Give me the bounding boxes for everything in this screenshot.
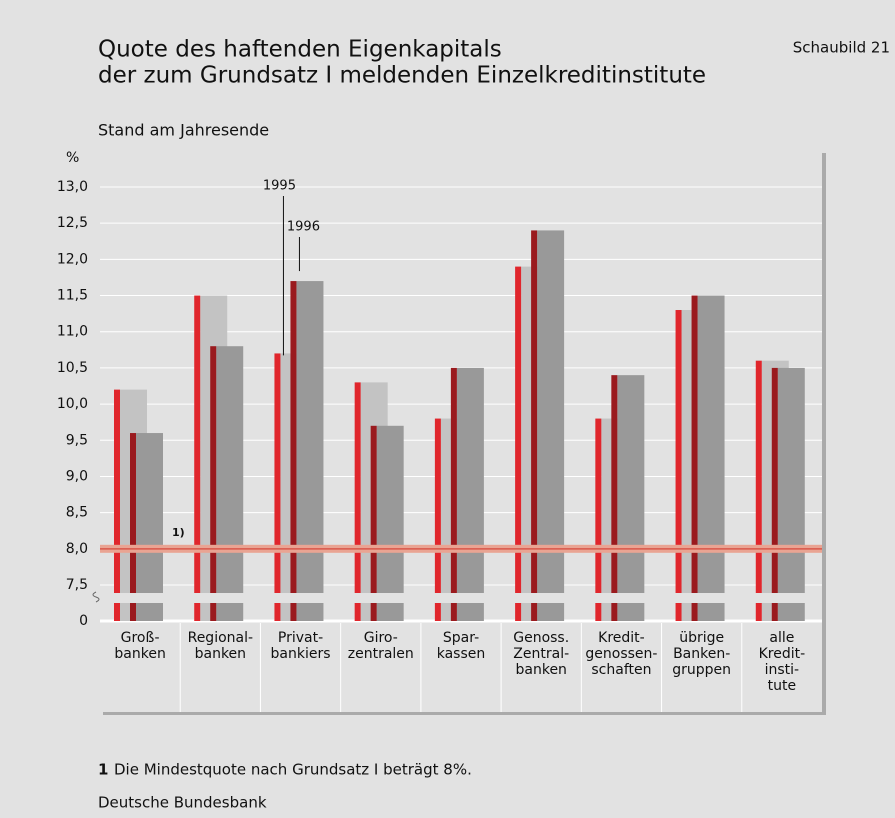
y-unit: %: [66, 150, 79, 166]
x-tick-label: Regional-: [188, 630, 253, 646]
bar: [194, 295, 201, 621]
y-tick-label: 13,0: [57, 179, 88, 195]
x-tick-label: Spar-: [443, 630, 479, 646]
x-tick-label: gruppen: [672, 662, 731, 678]
x-tick-label: zentralen: [348, 646, 414, 662]
x-tick-label: schaften: [591, 662, 651, 678]
subtitle: Stand am Jahresende: [98, 121, 269, 140]
y-tick-label: 9,5: [66, 432, 88, 448]
reference-label: 1): [172, 526, 185, 539]
bar-shadow: [777, 367, 805, 621]
y-tick-label: 9,0: [66, 468, 88, 484]
y-tick-label: 12,5: [57, 215, 88, 231]
bar: [611, 375, 618, 621]
axis-break-mark: [92, 591, 100, 603]
bar: [434, 418, 441, 621]
bar: [370, 425, 377, 621]
x-tick-label: banken: [195, 646, 246, 662]
x-tick-label: Groß-: [121, 630, 160, 646]
y-tick-label: 7,5: [66, 577, 88, 593]
bar: [531, 230, 538, 621]
x-tick-label: übrige: [679, 630, 724, 646]
x-tick-label: kassen: [437, 646, 486, 662]
x-tick-label: Genoss.: [513, 630, 569, 646]
y-tick-label: 11,0: [57, 324, 88, 340]
x-tick-label: Zentral-: [513, 646, 569, 662]
bar: [691, 295, 698, 621]
bar: [450, 367, 457, 621]
y-tick-label: 8,5: [66, 505, 88, 521]
bar: [771, 367, 778, 621]
y-tick-label: 12,0: [57, 251, 88, 267]
bar-shadow: [296, 281, 324, 621]
x-tick-label: Kredit-: [598, 630, 645, 646]
x-tick-label: Banken-: [673, 646, 730, 662]
bar: [595, 418, 602, 621]
chart-label: Schaubild 21: [793, 39, 890, 57]
footnote: Die Mindestquote nach Grundsatz I beträg…: [114, 761, 472, 779]
legend-label: 1995: [263, 179, 296, 194]
y-tick-label: 0: [79, 613, 88, 629]
bar: [130, 433, 136, 621]
y-tick-label: 8,0: [66, 541, 88, 557]
legend-label: 1996: [287, 220, 320, 235]
x-tick-label: Privat-: [278, 630, 323, 646]
y-tick-label: 10,0: [57, 396, 88, 412]
bar: [274, 353, 281, 621]
bar: [114, 389, 120, 621]
bar: [755, 360, 762, 621]
bar: [290, 281, 297, 621]
bar-shadow: [376, 425, 404, 621]
source: Deutsche Bundesbank: [98, 794, 267, 812]
x-tick-label: bankiers: [271, 646, 331, 662]
x-tick-label: insti-: [765, 662, 800, 678]
chart-title: der zum Grundsatz I meldenden Einzelkred…: [98, 63, 706, 89]
axis-break: [98, 593, 822, 603]
x-tick-label: banken: [516, 662, 567, 678]
x-tick-label: banken: [114, 646, 165, 662]
bar: [210, 346, 217, 621]
x-tick-label: alle: [769, 630, 794, 646]
y-tick-label: 10,5: [57, 360, 88, 376]
bar-shadow: [697, 295, 725, 621]
bar: [515, 266, 522, 621]
bar-shadow: [537, 230, 565, 621]
footnote-marker: 1: [98, 761, 108, 779]
bar: [354, 382, 361, 621]
x-tick-label: Giro-: [364, 630, 398, 646]
x-tick-label: tute: [768, 678, 796, 694]
bar-shadow: [216, 346, 244, 621]
x-tick-label: Kredit-: [759, 646, 806, 662]
bar: [675, 310, 682, 621]
bar-shadow: [617, 375, 645, 621]
x-tick-label: genossen-: [585, 646, 657, 662]
y-tick-label: 11,5: [57, 288, 88, 304]
bar-shadow: [136, 433, 163, 621]
bar-shadow: [456, 367, 484, 621]
chart-title: Quote des haftenden Eigenkapitals: [98, 37, 502, 63]
